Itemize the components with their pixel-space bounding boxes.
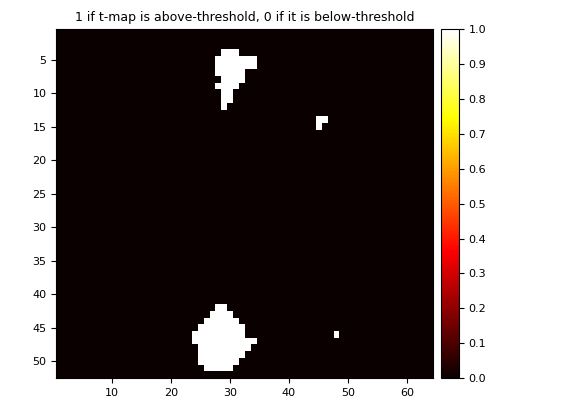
Title: 1 if t-map is above-threshold, 0 if it is below-threshold: 1 if t-map is above-threshold, 0 if it i… (75, 11, 415, 24)
